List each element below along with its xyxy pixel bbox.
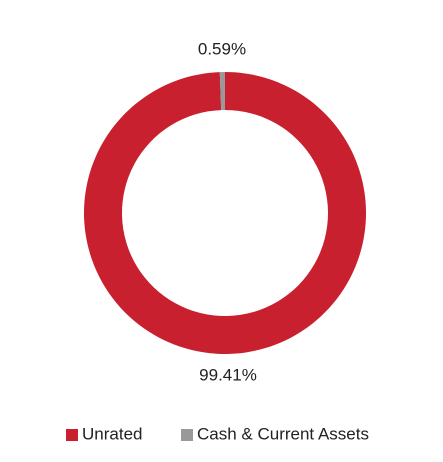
data-label: 0.59% [198, 40, 246, 59]
data-label: 99.41% [199, 365, 257, 384]
legend-swatch [66, 429, 78, 441]
legend-swatch [181, 429, 193, 441]
legend-label: Unrated [82, 424, 142, 443]
donut-slice [83, 72, 366, 354]
legend-label: Cash & Current Assets [197, 424, 369, 443]
donut-slice [219, 72, 225, 111]
